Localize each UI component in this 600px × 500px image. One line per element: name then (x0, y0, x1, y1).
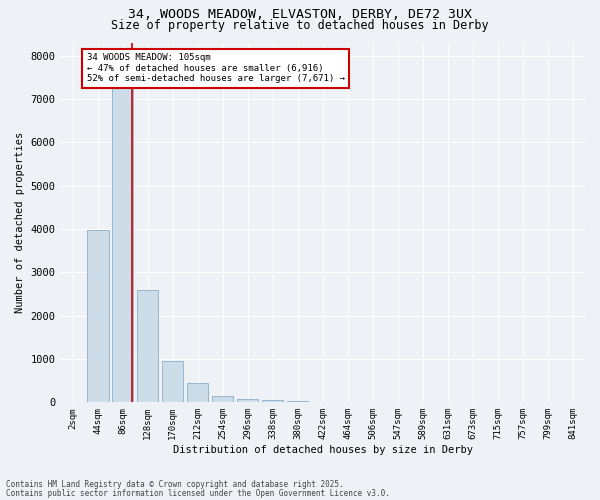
Y-axis label: Number of detached properties: Number of detached properties (15, 132, 25, 313)
Text: Size of property relative to detached houses in Derby: Size of property relative to detached ho… (111, 19, 489, 32)
Bar (137, 290, 158, 403)
Text: 34 WOODS MEADOW: 105sqm
← 47% of detached houses are smaller (6,916)
52% of semi: 34 WOODS MEADOW: 105sqm ← 47% of detache… (86, 54, 344, 83)
Bar (187, 384, 208, 402)
Bar (87, 230, 109, 402)
Bar (237, 398, 259, 402)
Bar (212, 396, 233, 402)
Bar (112, 78, 133, 402)
Bar (162, 361, 184, 403)
Text: 34, WOODS MEADOW, ELVASTON, DERBY, DE72 3UX: 34, WOODS MEADOW, ELVASTON, DERBY, DE72 … (128, 8, 472, 20)
Text: Contains HM Land Registry data © Crown copyright and database right 2025.: Contains HM Land Registry data © Crown c… (6, 480, 344, 489)
Bar (262, 400, 283, 402)
X-axis label: Distribution of detached houses by size in Derby: Distribution of detached houses by size … (173, 445, 473, 455)
Text: Contains public sector information licensed under the Open Government Licence v3: Contains public sector information licen… (6, 488, 390, 498)
